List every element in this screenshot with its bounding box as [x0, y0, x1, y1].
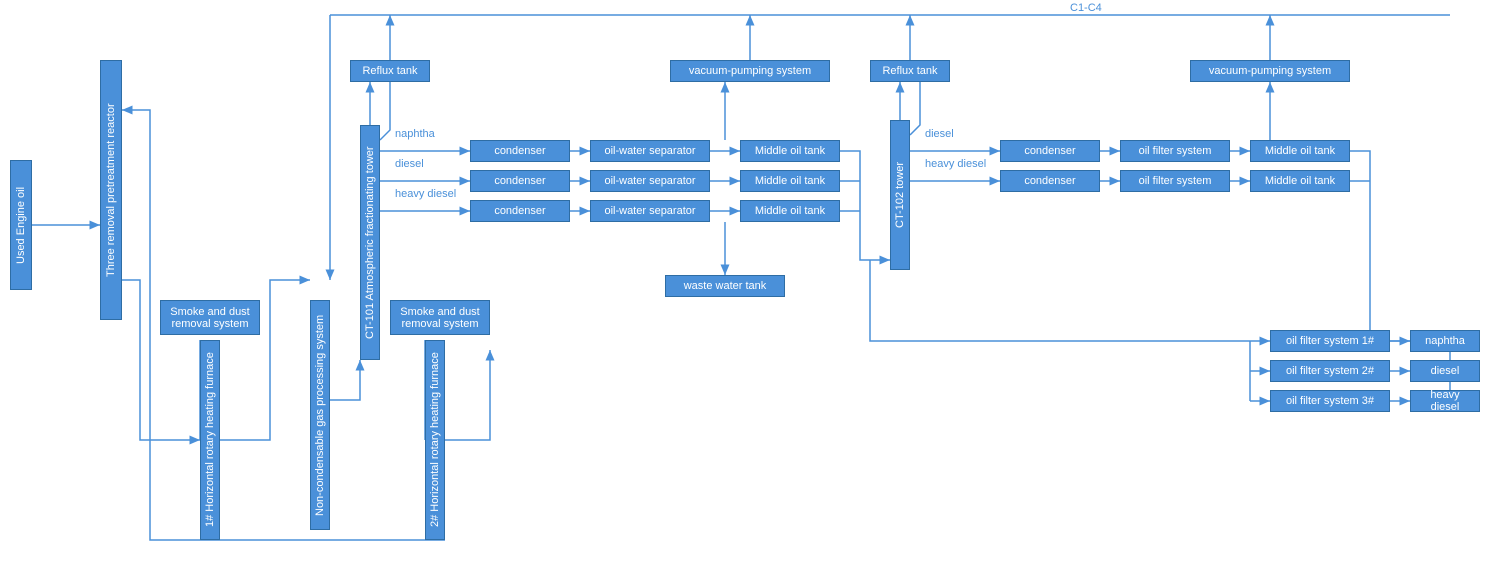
- node-smoke2: Smoke and dust removal system: [390, 300, 490, 335]
- node-mot1c: Middle oil tank: [740, 200, 840, 222]
- node-ows1c: oil-water separator: [590, 200, 710, 222]
- node-out_naphtha: naphtha: [1410, 330, 1480, 352]
- node-wwt: waste water tank: [665, 275, 785, 297]
- label-hdiesel2: heavy diesel: [925, 158, 986, 170]
- node-vac1: vacuum-pumping system: [670, 60, 830, 82]
- node-furnace2: 2# Horizontal rotary heating furnace: [425, 340, 445, 540]
- label-diesel2: diesel: [925, 128, 954, 140]
- node-smoke1: Smoke and dust removal system: [160, 300, 260, 335]
- node-ofs3b: oil filter system 2#: [1270, 360, 1390, 382]
- node-vac2: vacuum-pumping system: [1190, 60, 1350, 82]
- node-reflux2: Reflux tank: [870, 60, 950, 82]
- node-ofs3c: oil filter system 3#: [1270, 390, 1390, 412]
- label-diesel1: diesel: [395, 158, 424, 170]
- node-pretreat: Three removal pretreatment reactor: [100, 60, 122, 320]
- node-furnace1: 1# Horizontal rotary heating furnace: [200, 340, 220, 540]
- node-used_oil: Used Engine oil: [10, 160, 32, 290]
- node-noncond: Non-condensable gas processing system: [310, 300, 330, 530]
- node-cond2b: condenser: [1000, 170, 1100, 192]
- node-mot1b: Middle oil tank: [740, 170, 840, 192]
- label-hdiesel1: heavy diesel: [395, 188, 456, 200]
- node-ofs2b: oil filter system: [1120, 170, 1230, 192]
- node-mot1a: Middle oil tank: [740, 140, 840, 162]
- node-cond1c: condenser: [470, 200, 570, 222]
- node-ct101: CT-101 Atmospheric fractionating tower: [360, 125, 380, 360]
- node-ows1a: oil-water separator: [590, 140, 710, 162]
- node-mot2b: Middle oil tank: [1250, 170, 1350, 192]
- node-cond1b: condenser: [470, 170, 570, 192]
- c1c4-label: C1-C4: [1070, 2, 1102, 14]
- node-ofs3a: oil filter system 1#: [1270, 330, 1390, 352]
- node-cond1a: condenser: [470, 140, 570, 162]
- node-reflux1: Reflux tank: [350, 60, 430, 82]
- node-mot2a: Middle oil tank: [1250, 140, 1350, 162]
- node-out_hdiesel: heavy diesel: [1410, 390, 1480, 412]
- node-ct102: CT-102 tower: [890, 120, 910, 270]
- label-naphtha1: naphtha: [395, 128, 435, 140]
- node-cond2a: condenser: [1000, 140, 1100, 162]
- node-ows1b: oil-water separator: [590, 170, 710, 192]
- node-ofs2a: oil filter system: [1120, 140, 1230, 162]
- node-out_diesel: diesel: [1410, 360, 1480, 382]
